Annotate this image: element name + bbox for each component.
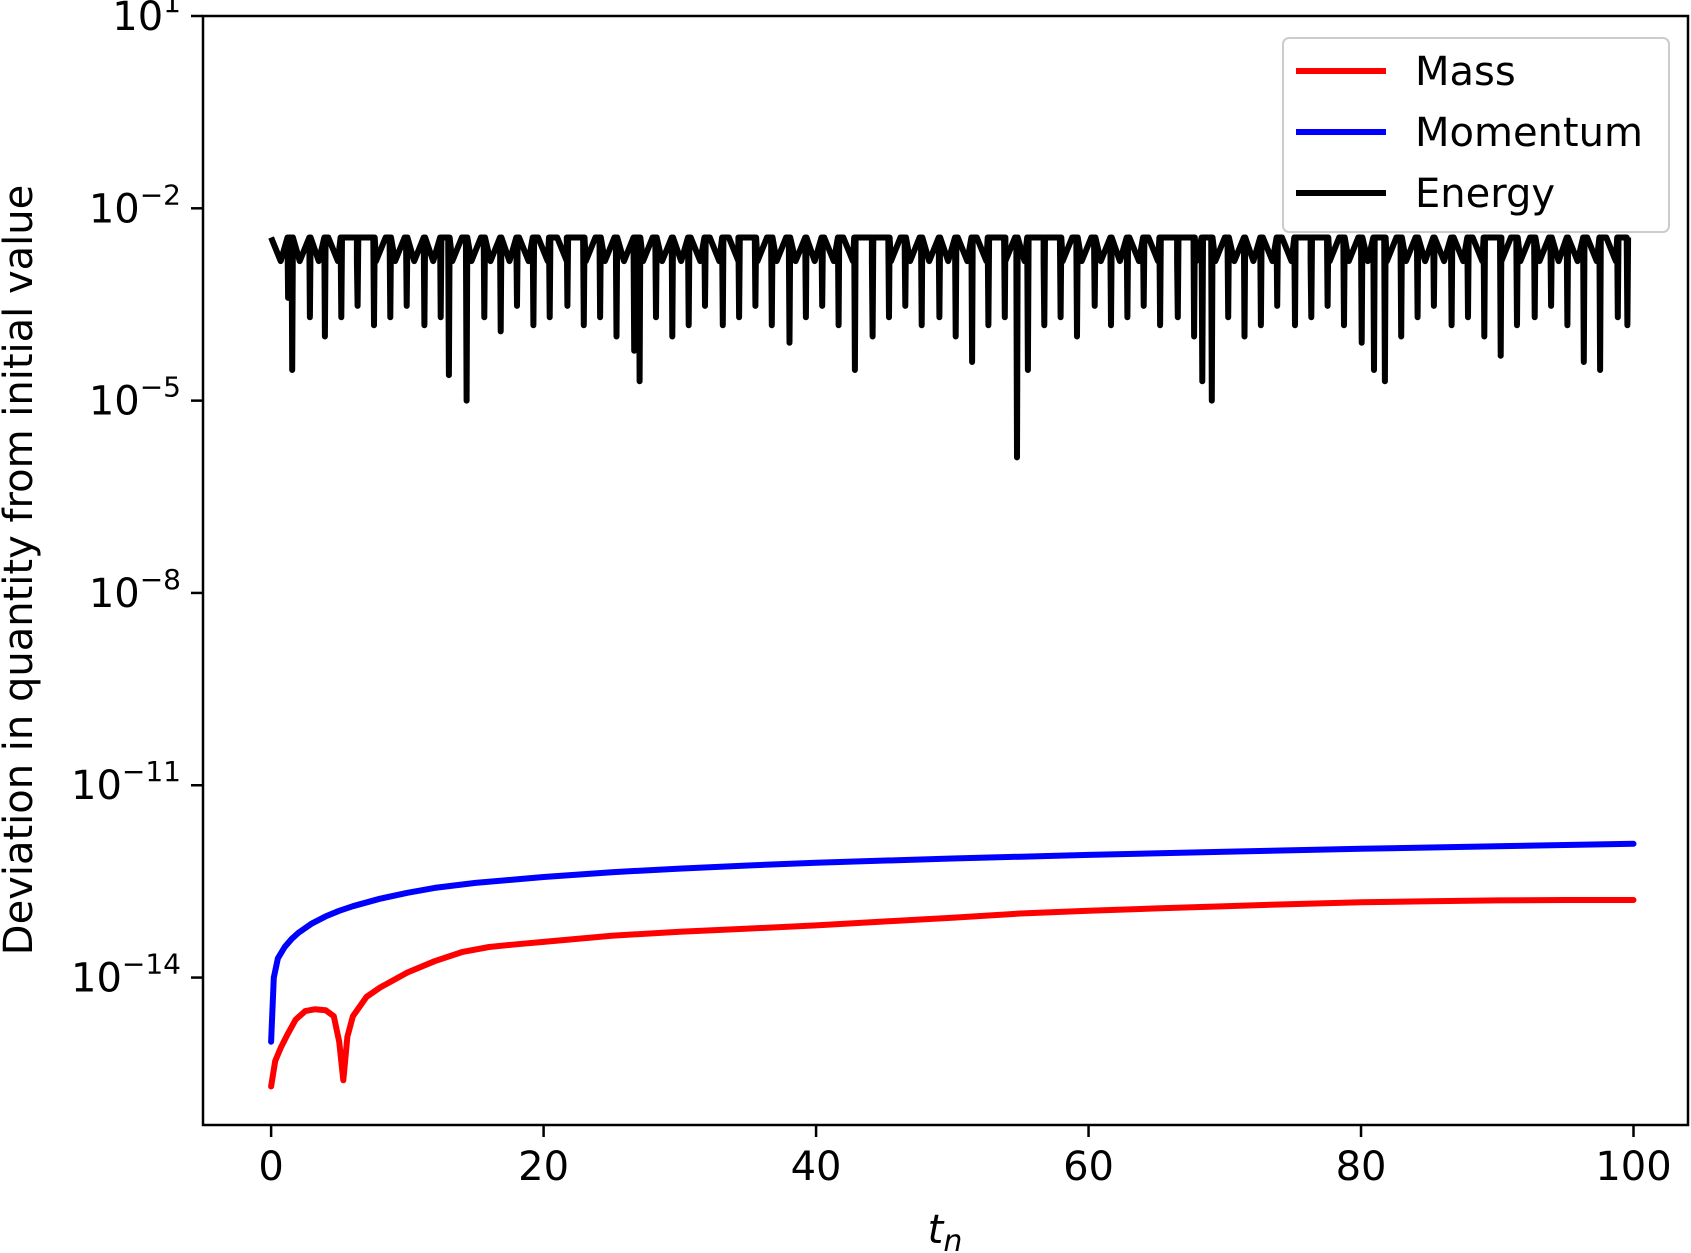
x-tick-label: 40: [791, 1144, 842, 1190]
x-tick-label: 20: [518, 1144, 569, 1190]
y-tick-label: 10−11: [71, 755, 181, 809]
x-axis-label: tn: [928, 1207, 963, 1253]
x-tick-label: 80: [1336, 1144, 1387, 1190]
series-line-mass: [268, 897, 1637, 1090]
y-tick-label: 10−2: [89, 178, 181, 232]
x-tick-label: 0: [258, 1144, 283, 1190]
plot-area: [268, 234, 1637, 1090]
series-line-energy: [268, 234, 1632, 461]
y-tick-label: 101: [112, 0, 181, 40]
y-tick-label: 10−8: [89, 563, 181, 617]
legend: Mass Momentum Energy: [1282, 37, 1670, 233]
legend-entry-mass: Mass: [1415, 49, 1516, 95]
legend-entry-energy: Energy: [1415, 171, 1555, 217]
axis-ticks: 0 20 40 60 80 100 101 10−2 10−5 10−8 10−11 10−14: [71, 0, 1672, 1190]
legend-box: [1282, 37, 1670, 233]
series-line-momentum: [268, 840, 1637, 1045]
legend-entry-momentum: Momentum: [1415, 110, 1643, 156]
axes-frame: [201, 14, 1690, 1127]
y-tick-label: 10−5: [89, 371, 181, 425]
x-tick-label: 100: [1595, 1144, 1671, 1190]
y-axis-label: Deviation in quantity from initial value: [0, 185, 42, 955]
x-tick-label: 60: [1063, 1144, 1114, 1190]
y-tick-label: 10−14: [71, 948, 181, 1002]
